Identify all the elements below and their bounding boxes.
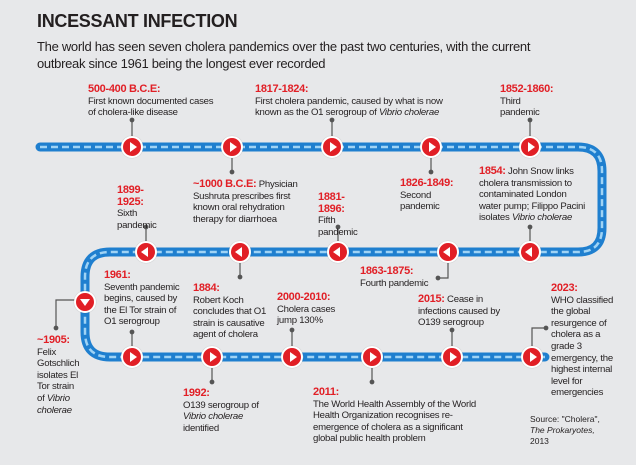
event-1881: 1881-1896: Fifth pandemic [318,191,368,238]
event-text: John Snow links cholera transmission to … [479,166,586,224]
source-publication: The Prokaryotes, [530,425,595,435]
event-text: The World Health Assembly of the World H… [313,398,476,445]
event-1992: 1992: O139 serogroup of Vibrio cholerae i… [183,387,263,434]
event-date: 1817-1824: [255,83,309,95]
event-text: Physician Sushruta prescribes first know… [193,179,298,225]
event-1000bce: ~1000 B.C.E: Physician Sushruta prescrib… [193,178,308,225]
event-500bce: 500-400 B.C.E: First known documented cas… [88,83,223,119]
event-text-italic: Vibrio cholerae [378,107,440,119]
marker-2015[interactable] [441,346,463,368]
event-text: Second pandemic [400,189,440,213]
event-date: 1899-1925: [117,184,144,208]
marker-2000[interactable] [281,346,303,368]
event-text: Sixth pandemic [117,208,157,231]
source-prefix: Source: "Cholera", [530,414,600,424]
marker-2023[interactable] [521,346,543,368]
event-text: Robert Koch concludes that O1 strain is … [193,294,267,341]
event-text: O139 serogroup of [183,399,259,411]
event-2011: 2011: The World Health Assembly of the Wo… [313,386,483,445]
event-date: 1881-1896: [318,191,345,215]
marker-1884[interactable] [229,241,251,263]
source-note: Source: "Cholera", The Prokaryotes, 2013 [530,414,600,447]
marker-1826[interactable] [420,136,442,158]
event-1852: 1852-1860: Third pandemic [500,83,560,119]
event-text: First cholera pandemic, caused by what i… [255,95,443,119]
event-date: 500-400 B.C.E: [88,83,161,95]
event-date: 1854: [479,165,506,177]
event-text: First known documented cases of cholera-… [88,95,214,119]
event-text: Fifth pandemic [318,215,358,238]
event-2015: 2015: Cease in infections caused by O139… [418,293,506,329]
event-date: 1863-1875: [360,265,414,277]
event-text: Third pandemic [500,95,540,119]
marker-1881[interactable] [327,241,349,263]
event-date: 2011: [313,386,340,398]
event-text: Cholera cases jump 130% [277,303,336,327]
event-text: Seventh pandemic begins, caused by the E… [104,281,180,328]
marker-1905[interactable] [74,291,96,313]
marker-1854[interactable] [519,241,541,263]
event-date: 2023: [551,282,578,294]
title: INCESSANT INFECTION [37,11,238,31]
event-date: 1852-1860: [500,83,554,95]
event-date: 2000-2010: [277,291,331,303]
event-2000: 2000-2010: Cholera cases jump 130% [277,291,339,327]
event-date: ~1000 B.C.E: [193,178,257,190]
event-date: ~1905: [37,334,70,346]
event-date: 1961: [104,269,131,281]
event-text-italic: Vibrio cholerae [511,212,573,224]
marker-500bce[interactable] [121,136,143,158]
event-1817: 1817-1824: First cholera pandemic, caused… [255,83,455,119]
event-date: 1884: [193,282,220,294]
marker-1961[interactable] [121,346,143,368]
marker-1817[interactable] [321,136,343,158]
event-date: 1826-1849: [400,177,454,189]
marker-1852[interactable] [519,136,541,158]
event-date: 2015: [418,293,445,305]
event-text: Fourth pandemic [360,277,429,289]
event-text-after: identified [183,422,219,434]
event-1961: 1961: Seventh pandemic begins, caused by … [104,269,184,328]
event-date: 1992: [183,387,210,399]
event-1905: ~1905: Felix Gotschlich isolates El Tor s… [37,334,81,416]
event-1884: 1884: Robert Koch concludes that O1 strai… [193,282,271,341]
event-1899: 1899-1925: Sixth pandemic [117,184,167,231]
event-1863: 1863-1875: Fourth pandemic [360,265,450,289]
event-1826: 1826-1849: Second pandemic [400,177,455,213]
event-text: Cease in infections caused by O139 serog… [418,294,500,329]
subtitle: The world has seen seven cholera pandemi… [37,39,531,71]
event-1854: 1854: John Snow links cholera transmissi… [479,165,591,224]
event-text: Felix Gotschlich isolates El Tor strain … [37,346,80,404]
event-text: WHO classified the global resurgence of … [551,294,614,399]
event-2023: 2023: WHO classified the global resurgenc… [551,282,621,399]
event-text-italic: Vibrio cholerae [37,392,72,416]
marker-2011[interactable] [361,346,383,368]
source-year: 2013 [530,436,549,446]
marker-1992[interactable] [201,346,223,368]
marker-1899[interactable] [135,241,157,263]
event-text-italic: Vibrio cholerae [183,411,244,423]
marker-1863[interactable] [437,241,459,263]
marker-1000bce[interactable] [221,136,243,158]
